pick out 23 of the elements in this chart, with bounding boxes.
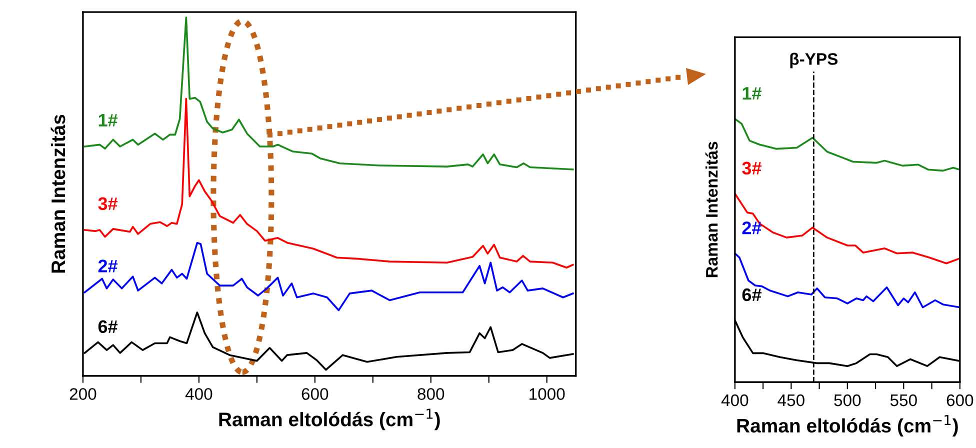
x-tick-label: 600 — [946, 394, 974, 406]
y-axis-title: Raman Intenzitás — [50, 114, 66, 273]
x-tick-label: 600 — [302, 388, 328, 400]
x-tick-label: 400 — [185, 388, 212, 400]
x-tick-label: 400 — [721, 394, 748, 406]
y-axis-title: Raman Intenzitás — [705, 142, 718, 278]
x-tick-label: 200 — [70, 388, 96, 400]
x-tick-label: 550 — [890, 394, 917, 406]
x-axis-title: Raman eltolódás (cm$^{−1}$) — [219, 408, 440, 430]
series-label: 3# — [98, 197, 118, 210]
series-label: 6# — [742, 288, 762, 302]
x-axis-title: Raman eltolódás (cm$^{−1}$) — [737, 415, 958, 436]
series-label: 2# — [742, 222, 762, 234]
ref-line-label: β-YPS — [790, 52, 838, 68]
series-label: 6# — [98, 320, 118, 333]
series-label: 3# — [742, 162, 762, 175]
series-label: 2# — [98, 260, 118, 272]
series-label: 1# — [98, 114, 118, 126]
series-label: 1# — [742, 87, 762, 100]
x-tick-label: 450 — [778, 394, 804, 406]
x-tick-label: 500 — [834, 394, 861, 406]
x-tick-label: 1000 — [530, 388, 565, 400]
x-tick-label: 800 — [418, 388, 444, 400]
